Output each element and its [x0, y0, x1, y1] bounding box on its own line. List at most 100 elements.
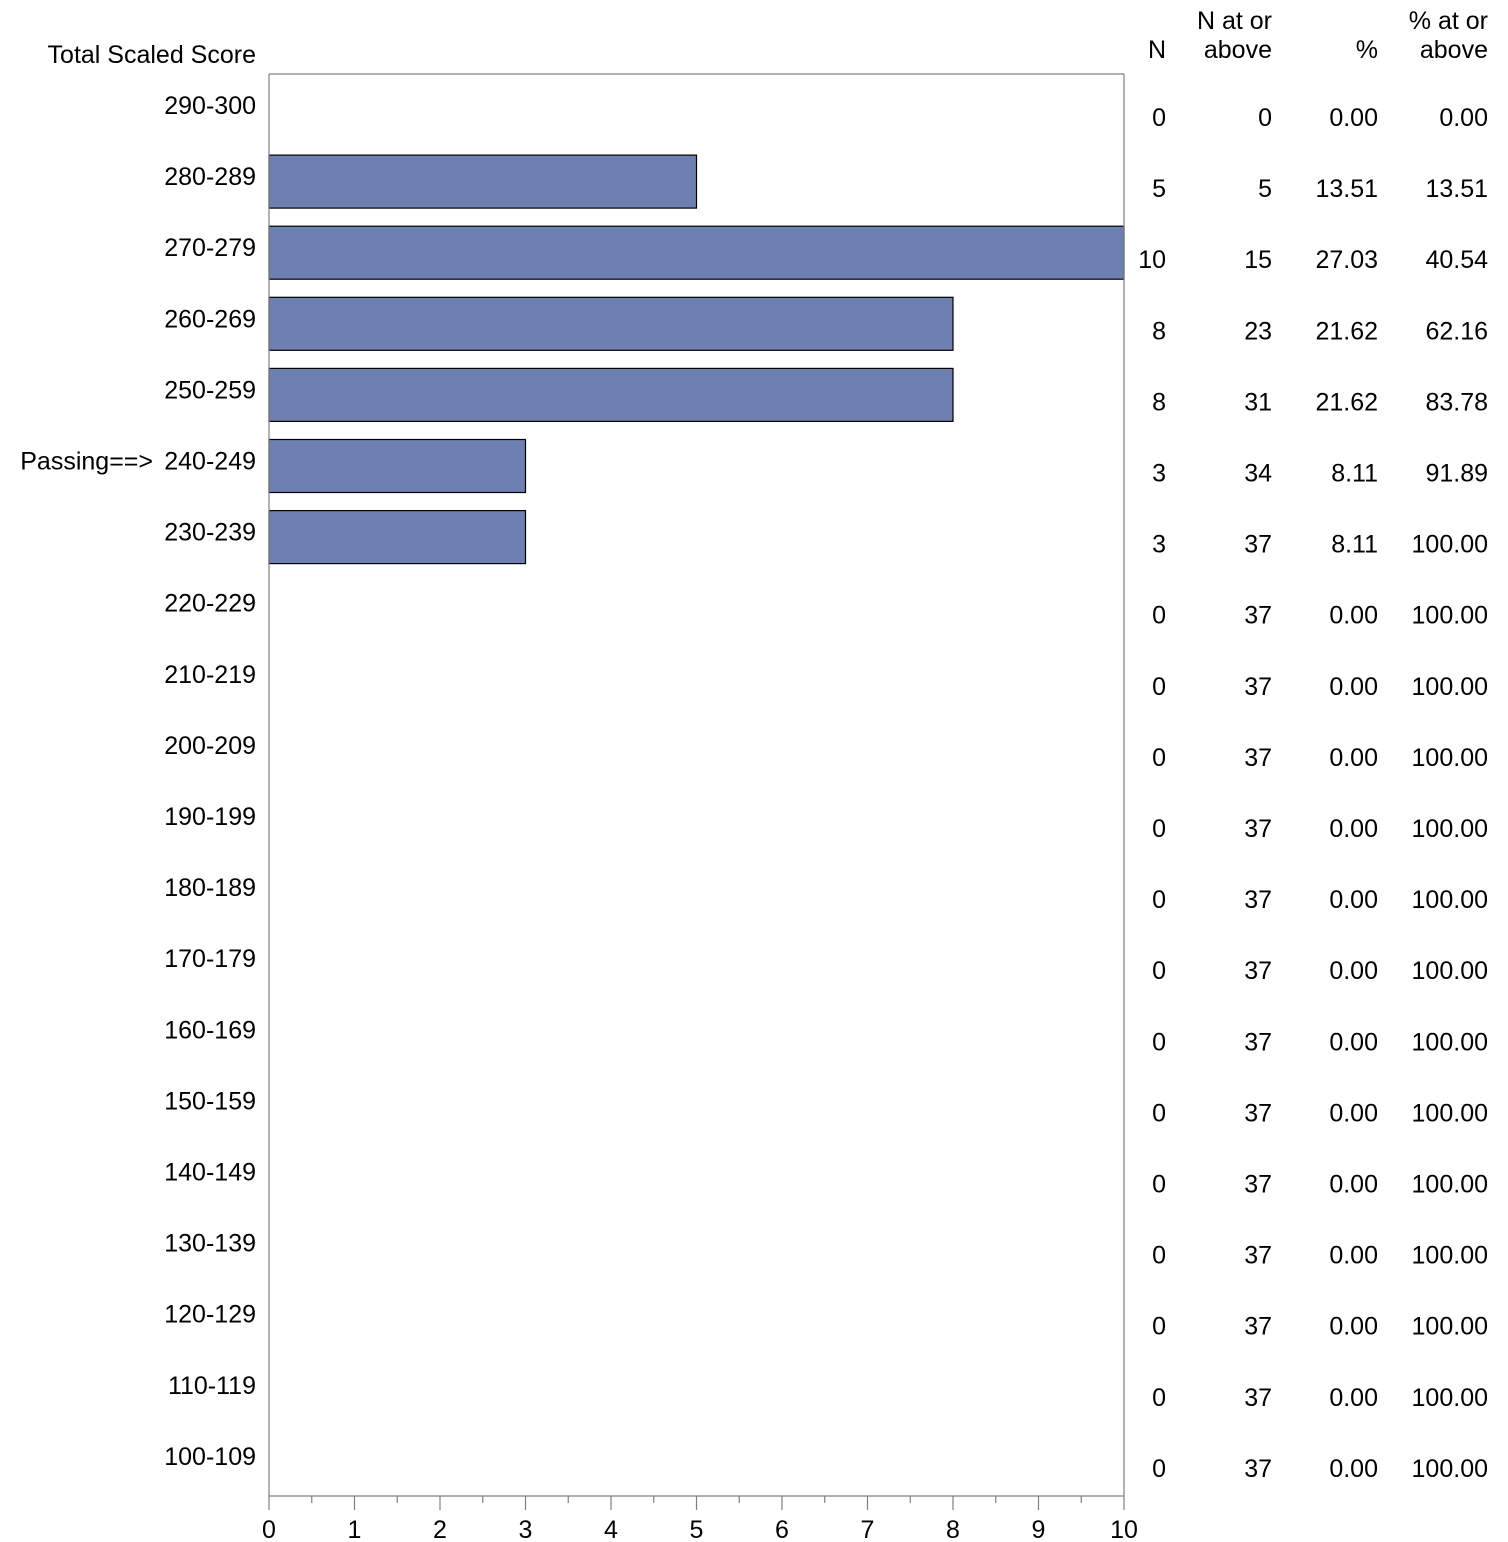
cell-n-at-or-above: 37 — [1244, 602, 1272, 630]
cell-n-at-or-above: 37 — [1244, 815, 1272, 843]
category-label: 290-300 — [164, 92, 256, 120]
header-pct-at-or-above-line2: above — [1420, 36, 1488, 64]
cell-n-at-or-above: 37 — [1244, 1242, 1272, 1270]
header-pct: % — [1356, 36, 1378, 64]
header-n-at-or-above-line2: above — [1204, 36, 1272, 64]
cell-n-at-or-above: 23 — [1244, 317, 1272, 345]
cell-pct-at-or-above: 100.00 — [1412, 886, 1488, 914]
category-label: 230-239 — [164, 519, 256, 547]
category-label: 240-249 — [164, 448, 256, 476]
cell-pct: 0.00 — [1329, 1242, 1378, 1270]
cell-pct: 0.00 — [1329, 1171, 1378, 1199]
x-tick-label: 10 — [1110, 1516, 1138, 1542]
x-tick-label: 2 — [433, 1516, 447, 1542]
cell-n: 0 — [1152, 1171, 1166, 1199]
x-tick-label: 5 — [690, 1516, 704, 1542]
cell-pct: 21.62 — [1315, 317, 1378, 345]
cell-n: 0 — [1152, 815, 1166, 843]
x-tick-label: 6 — [775, 1516, 789, 1542]
category-label: 130-139 — [164, 1230, 256, 1258]
cell-n: 0 — [1152, 886, 1166, 914]
cell-n-at-or-above: 37 — [1244, 1384, 1272, 1412]
category-label: 210-219 — [164, 661, 256, 689]
x-tick-label: 9 — [1032, 1516, 1046, 1542]
cell-pct-at-or-above: 0.00 — [1439, 104, 1488, 132]
cell-pct: 21.62 — [1315, 388, 1378, 416]
x-tick-label: 1 — [348, 1516, 362, 1542]
cell-pct: 0.00 — [1329, 673, 1378, 701]
cell-pct: 8.11 — [1331, 460, 1378, 488]
bar — [268, 296, 954, 351]
cell-n-at-or-above: 37 — [1244, 1455, 1272, 1483]
cell-n-at-or-above: 5 — [1258, 175, 1272, 203]
cell-n: 0 — [1152, 1242, 1166, 1270]
cell-n: 3 — [1152, 460, 1166, 488]
cell-pct: 0.00 — [1329, 957, 1378, 985]
cell-n: 0 — [1152, 1313, 1166, 1341]
bar — [268, 225, 1125, 280]
cell-n-at-or-above: 15 — [1244, 246, 1272, 274]
cell-n-at-or-above: 0 — [1258, 104, 1272, 132]
cell-n: 0 — [1152, 744, 1166, 772]
x-tick-label: 8 — [946, 1516, 960, 1542]
cell-n: 0 — [1152, 1099, 1166, 1127]
cell-pct-at-or-above: 100.00 — [1412, 815, 1488, 843]
cell-pct: 0.00 — [1329, 1028, 1378, 1056]
cell-pct-at-or-above: 62.16 — [1425, 317, 1488, 345]
header-pct-at-or-above-line1: % at or — [1409, 7, 1488, 35]
cell-n: 0 — [1152, 1384, 1166, 1412]
cell-n-at-or-above: 37 — [1244, 1028, 1272, 1056]
cell-n-at-or-above: 34 — [1244, 460, 1272, 488]
header-n: N — [1148, 36, 1166, 64]
bar — [268, 367, 954, 422]
cell-pct: 0.00 — [1329, 886, 1378, 914]
bar — [268, 154, 698, 209]
cell-pct: 13.51 — [1315, 175, 1378, 203]
cell-n-at-or-above: 37 — [1244, 1313, 1272, 1341]
cell-n: 0 — [1152, 1028, 1166, 1056]
bar — [268, 510, 527, 565]
cell-n-at-or-above: 37 — [1244, 886, 1272, 914]
category-labels: 290-300 280-289 270-279 260-269 250-259 240-2… — [20, 92, 256, 1471]
cell-pct-at-or-above: 100.00 — [1412, 1313, 1488, 1341]
cell-n-at-or-above: 37 — [1244, 673, 1272, 701]
cell-pct: 0.00 — [1329, 1313, 1378, 1341]
passing-marker: Passing==> — [20, 448, 153, 476]
cell-n-at-or-above: 37 — [1244, 531, 1272, 559]
cell-n: 10 — [1138, 246, 1166, 274]
cell-n-at-or-above: 37 — [1244, 957, 1272, 985]
cell-pct: 0.00 — [1329, 104, 1378, 132]
x-tick-label: 7 — [861, 1516, 875, 1542]
category-label: 200-209 — [164, 732, 256, 760]
cell-pct: 27.03 — [1315, 246, 1378, 274]
cell-n: 0 — [1152, 1455, 1166, 1483]
category-label: 280-289 — [164, 163, 256, 191]
category-label: 190-199 — [164, 803, 256, 831]
category-label: 150-159 — [164, 1087, 256, 1115]
category-label: 170-179 — [164, 945, 256, 973]
cell-n-at-or-above: 37 — [1244, 744, 1272, 772]
cell-n-at-or-above: 37 — [1244, 1171, 1272, 1199]
category-label: 270-279 — [164, 234, 256, 262]
cell-pct: 0.00 — [1329, 1455, 1378, 1483]
x-tick-label: 4 — [604, 1516, 618, 1542]
cell-n: 8 — [1152, 388, 1166, 416]
cell-n: 5 — [1152, 175, 1166, 203]
cell-n: 0 — [1152, 957, 1166, 985]
cell-pct: 0.00 — [1329, 815, 1378, 843]
bars-layer — [268, 154, 1125, 565]
cell-pct-at-or-above: 100.00 — [1412, 957, 1488, 985]
bar — [268, 438, 527, 494]
category-label: 160-169 — [164, 1016, 256, 1044]
cell-n: 0 — [1152, 602, 1166, 630]
x-axis: 0 1 2 3 4 5 6 7 8 9 10 — [262, 1496, 1138, 1542]
y-axis-label: Total Scaled Score — [48, 41, 256, 69]
cell-pct-at-or-above: 100.00 — [1412, 1171, 1488, 1199]
cell-pct-at-or-above: 100.00 — [1412, 1099, 1488, 1127]
header-n-at-or-above-line1: N at or — [1197, 7, 1272, 35]
cell-pct: 0.00 — [1329, 1384, 1378, 1412]
cell-n: 0 — [1152, 673, 1166, 701]
category-label: 250-259 — [164, 376, 256, 404]
cell-pct-at-or-above: 100.00 — [1412, 673, 1488, 701]
